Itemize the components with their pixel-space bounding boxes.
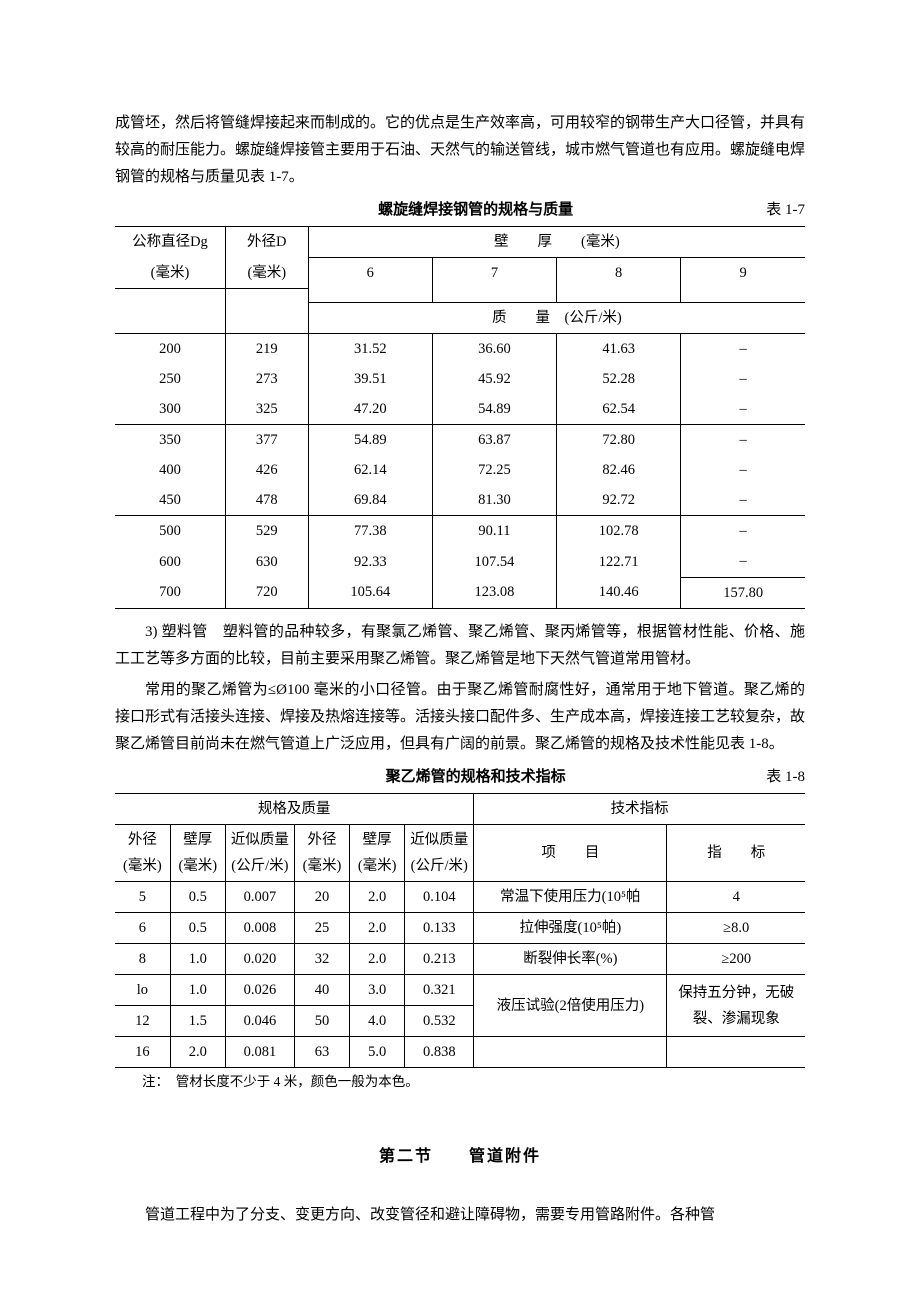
t17-th-3: 9 — [681, 258, 805, 289]
t17-h-od2: (毫米) — [225, 258, 308, 289]
mid-p1: 3) 塑料管 塑料管的品种较多，有聚氯乙烯管、聚乙烯管、聚丙烯管等，根据管材性能… — [115, 619, 805, 673]
table18-title: 聚乙烯管的规格和技术指标 — [195, 764, 756, 791]
t17-th-2: 8 — [557, 258, 681, 289]
table-18: 规格及质量 技术指标 外径(毫米) 壁厚(毫米) 近似质量(公斤/米) 外径(毫… — [115, 793, 805, 1069]
table18-note: 注： 管材长度不少于 4 米，颜色一般为本色。 — [115, 1070, 805, 1094]
t17-h-dg1: 公称直径Dg — [115, 227, 225, 258]
t18-h-val: 指 标 — [667, 824, 805, 881]
t18-h-mass: 近似质量(公斤/米) — [225, 824, 294, 881]
t18-h-wt2: 壁厚(毫米) — [350, 824, 405, 881]
table17-title: 螺旋缝焊接钢管的规格与质量 — [195, 197, 756, 224]
mid-p2: 常用的聚乙烯管为≤Ø100 毫米的小口径管。由于聚乙烯管耐腐性好，通常用于地下管… — [115, 677, 805, 758]
t18-h-mass2: 近似质量(公斤/米) — [405, 824, 474, 881]
intro-paragraph: 成管坯，然后将管缝焊接起来而制成的。它的优点是生产效率高，可用较窄的钢带生产大口… — [115, 110, 805, 191]
t18-h-wt: 壁厚(毫米) — [170, 824, 225, 881]
section-2-title: 第二节 管道附件 — [115, 1143, 805, 1172]
t17-h-wall: 壁 厚 (毫米) — [308, 227, 805, 258]
t17-h-od1: 外径D — [225, 227, 308, 258]
table18-number: 表 1-8 — [756, 764, 805, 791]
t17-h-dg2: (毫米) — [115, 258, 225, 289]
t18-grp-tech: 技术指标 — [474, 793, 805, 824]
table17-number: 表 1-7 — [756, 197, 805, 224]
t17-th-0: 6 — [308, 258, 432, 289]
table-17: 公称直径Dg 外径D 壁 厚 (毫米) (毫米) (毫米) 6 7 8 9 质 … — [115, 226, 805, 609]
table17-caption: 螺旋缝焊接钢管的规格与质量 表 1-7 — [115, 197, 805, 224]
section-2-p1: 管道工程中为了分支、变更方向、改变管径和避让障碍物，需要专用管路附件。各种管 — [115, 1202, 805, 1229]
t18-h-od: 外径(毫米) — [115, 824, 170, 881]
t17-mass-label: 质 量 (公斤/米) — [308, 302, 805, 333]
t18-grp-spec: 规格及质量 — [115, 793, 474, 824]
t18-h-item: 项 目 — [474, 824, 667, 881]
t18-h-od2: 外径(毫米) — [294, 824, 349, 881]
t17-th-1: 7 — [432, 258, 556, 289]
table18-caption: 聚乙烯管的规格和技术指标 表 1-8 — [115, 764, 805, 791]
